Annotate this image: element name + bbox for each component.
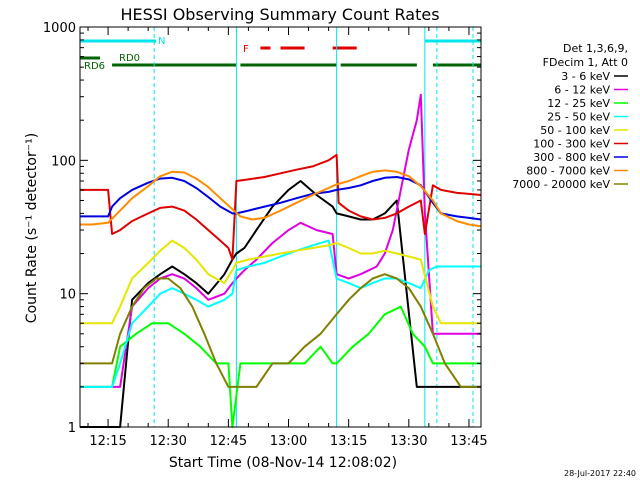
x-axis-label: Start Time (08-Nov-14 12:08:02) — [169, 455, 397, 471]
legend-label: 800 - 7000 keV — [526, 165, 610, 178]
flag-label-rd0: RD0 — [119, 53, 140, 64]
legend-label: 7000 - 20000 keV — [512, 178, 610, 191]
series-line — [80, 239, 481, 325]
legend: Det 1,3,6,9, FDecim 1, Att 0 3 - 6 keV6 … — [512, 42, 628, 191]
x-tick-label: 12:45 — [210, 434, 247, 449]
x-tick-label: 13:30 — [390, 434, 427, 449]
x-axis: 12:15 12:30 12:45 13:00 13:15 13:30 13:45 — [87, 27, 488, 449]
y-tick-label: 1 — [68, 421, 76, 436]
x-tick-label: 13:00 — [270, 434, 307, 449]
series-line — [80, 153, 482, 261]
series-layer — [80, 93, 482, 428]
legend-label: 12 - 25 keV — [547, 97, 610, 110]
x-tick-label: 13:15 — [330, 434, 367, 449]
flag-label-f: F — [243, 44, 249, 55]
legend-label: 3 - 6 keV — [561, 70, 610, 83]
x-tick-label: 12:30 — [149, 434, 186, 449]
series-line — [80, 169, 482, 228]
x-tick-label: 13:45 — [450, 434, 487, 449]
flags-layer: N F RD0 RD6 — [80, 36, 481, 72]
y-tick-label: 100 — [51, 154, 76, 169]
plot-frame — [79, 26, 482, 428]
legend-label: 25 - 50 keV — [547, 111, 610, 124]
legend-label: 300 - 800 keV — [533, 151, 610, 164]
y-axis-label: Count Rate (s⁻¹ detector⁻¹) — [24, 133, 40, 323]
chart-title: HESSI Observing Summary Count Rates — [120, 5, 439, 24]
series-line — [80, 93, 481, 388]
series-line — [80, 239, 481, 388]
legend-header-line-1: Det 1,3,6,9, — [563, 42, 628, 55]
series-line — [80, 273, 481, 388]
x-tick-label: 12:15 — [89, 434, 126, 449]
series-line — [80, 180, 481, 428]
y-tick-label: 1000 — [43, 21, 76, 36]
timestamp: 28-Jul-2017 22:40 — [564, 469, 636, 478]
y-axis: 1 10 100 1000 — [43, 21, 481, 436]
legend-label: 50 - 100 keV — [540, 124, 610, 137]
legend-label: 100 - 300 keV — [533, 138, 610, 151]
y-tick-label: 10 — [59, 288, 76, 303]
flag-label-n: N — [158, 36, 165, 47]
flag-label-rd6: RD6 — [84, 61, 105, 72]
legend-header-line-2: FDecim 1, Att 0 — [543, 56, 628, 69]
legend-label: 6 - 12 keV — [554, 84, 610, 97]
